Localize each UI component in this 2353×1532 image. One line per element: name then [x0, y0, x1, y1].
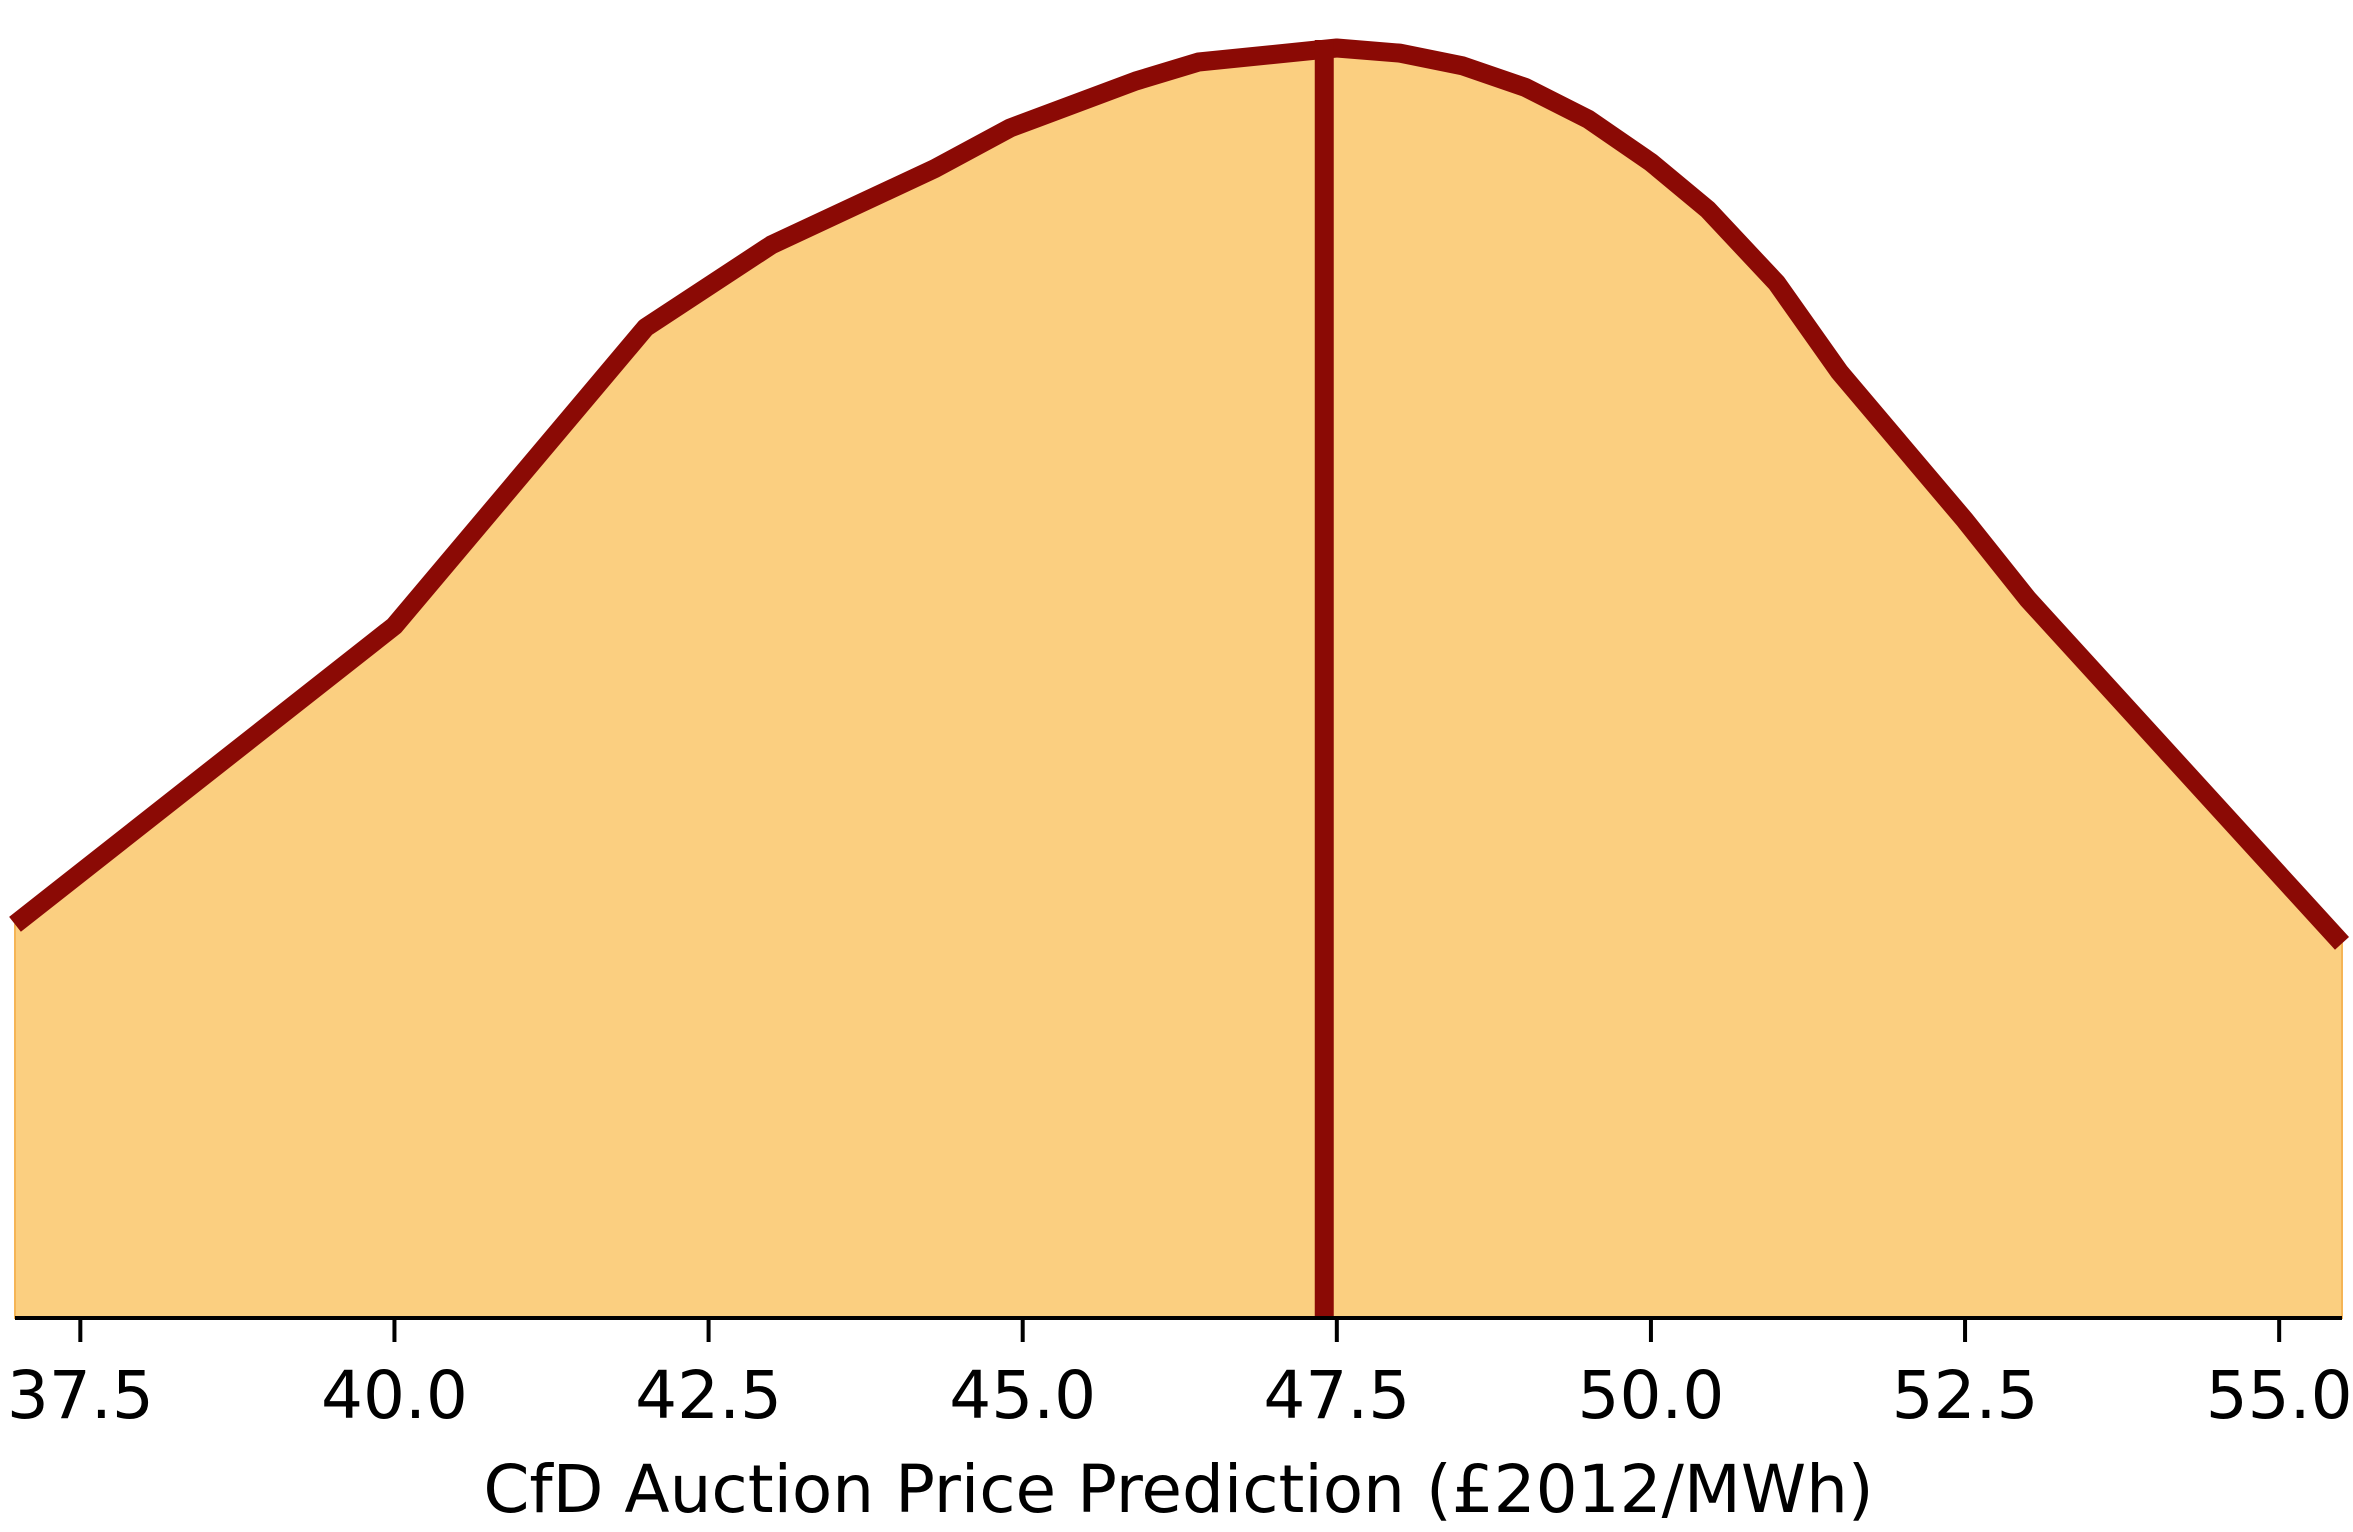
x-tick-label: 45.0 — [949, 1357, 1096, 1434]
x-axis-title: CfD Auction Price Prediction (£2012/MWh) — [483, 1451, 1873, 1528]
x-tick-label: 47.5 — [1263, 1357, 1410, 1434]
x-tick-label: 40.0 — [321, 1357, 468, 1434]
density-area — [14, 46, 2343, 1319]
x-tick-label: 52.5 — [1892, 1357, 2039, 1434]
x-tick-label: 50.0 — [1577, 1357, 1724, 1434]
x-tick-label: 42.5 — [635, 1357, 782, 1434]
x-tick-label: 37.5 — [7, 1357, 154, 1434]
density-curve — [9, 38, 2350, 950]
x-tick-label: 55.0 — [2206, 1357, 2353, 1434]
x-axis: 37.5 40.0 42.5 45.0 47.5 50.0 52.5 55.0 — [7, 1316, 2353, 1434]
plot-area — [9, 38, 2350, 1319]
